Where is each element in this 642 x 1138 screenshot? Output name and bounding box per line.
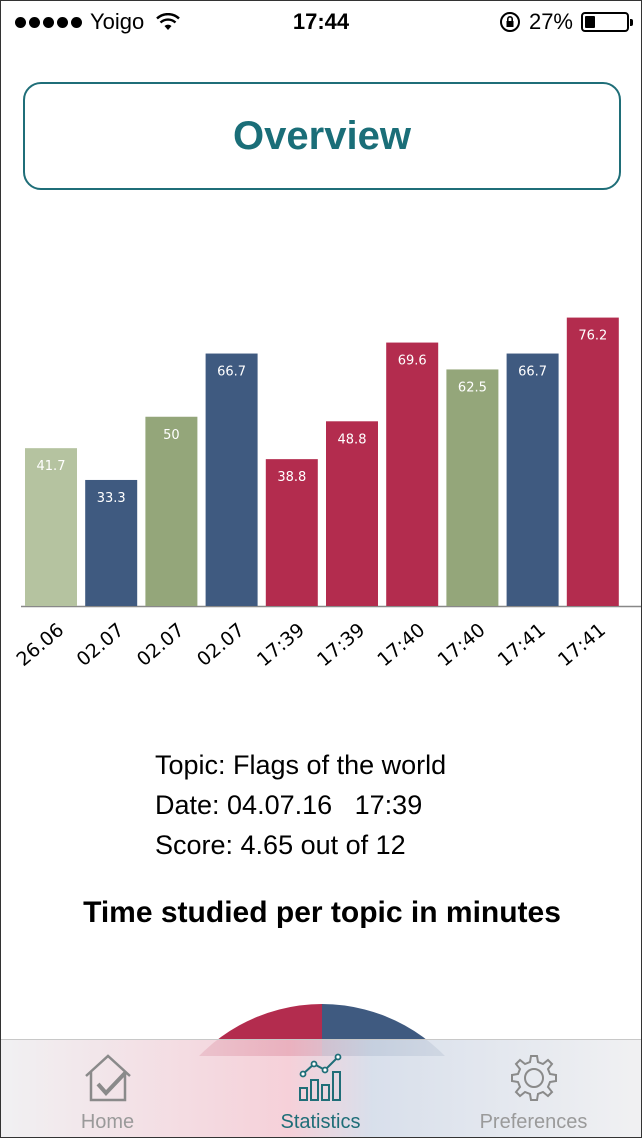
bar-value-label-9: 66.7	[518, 365, 547, 380]
scores-bar-chart: 41.7 26.06 33.3 02.07 50 02.07 66.7 02.07 38.8 17…	[12, 317, 641, 671]
x-tick-label-3: 02.07	[133, 619, 189, 671]
carrier-name: Yoigo	[90, 9, 145, 34]
tab-preferences[interactable]: Preferences	[427, 1040, 640, 1137]
x-tick-label-1: 26.06	[12, 619, 68, 671]
selected-bar-info: Topic: Flags of the world Date: 04.07.16…	[155, 745, 446, 865]
wifi-icon	[156, 13, 181, 30]
tab-home-label: Home	[80, 1111, 135, 1133]
status-right: 27%	[499, 9, 633, 35]
x-tick-label-6: 17:39	[313, 619, 369, 671]
time-chart-title: Time studied per topic in minutes	[83, 896, 561, 929]
status-left: Yoigo	[15, 9, 181, 35]
x-tick-label-7: 17:40	[373, 619, 429, 671]
tab-preferences-label: Preferences	[479, 1111, 588, 1133]
overview-button[interactable]: Overview	[23, 82, 621, 190]
bar-value-label-10: 76.2	[578, 329, 607, 344]
tab-statistics-label: Statistics	[280, 1111, 361, 1133]
info-topic: Topic: Flags of the world	[155, 750, 447, 780]
bar-1[interactable]	[25, 448, 77, 606]
x-tick-label-8: 17:40	[434, 619, 490, 671]
bar-value-label-2: 33.3	[97, 491, 126, 506]
bar-8[interactable]	[446, 369, 499, 606]
statistics-chart-icon	[298, 1053, 341, 1101]
home-check-icon	[84, 1054, 131, 1102]
status-time: 17:44	[292, 9, 350, 34]
status-bar: Yoigo 17:44 27%	[1, 1, 641, 43]
tab-bar: Home Statistics Pre	[1, 1039, 641, 1137]
gear-icon	[510, 1055, 557, 1101]
bar-value-label-8: 62.5	[458, 380, 487, 395]
x-tick-label-2: 02.07	[73, 619, 129, 671]
bar-value-label-4: 66.7	[217, 365, 246, 380]
rotation-lock-icon	[499, 12, 520, 32]
bar-6[interactable]	[326, 421, 378, 606]
bar-value-label-3: 50	[163, 428, 180, 443]
battery-icon	[581, 12, 633, 32]
x-tick-label-10: 17:41	[554, 619, 610, 671]
info-date: Date: 04.07.16 17:39	[155, 790, 423, 820]
bar-10[interactable]	[566, 317, 619, 606]
x-tick-label-4: 02.07	[193, 619, 249, 671]
bar-2[interactable]	[85, 479, 138, 606]
signal-strength-icon	[15, 16, 82, 28]
bar-value-label-1: 41.7	[37, 459, 66, 474]
bar-value-label-7: 69.6	[398, 354, 427, 369]
bar-9[interactable]	[506, 353, 559, 606]
bar-value-label-6: 48.8	[338, 432, 367, 447]
info-score: Score: 4.65 out of 12	[155, 830, 406, 860]
tab-home[interactable]: Home	[1, 1040, 214, 1137]
bar-5[interactable]	[265, 459, 318, 606]
bar-value-label-5: 38.8	[277, 470, 306, 485]
bar-4[interactable]	[205, 353, 258, 606]
x-tick-label-9: 17:41	[494, 619, 550, 671]
tab-statistics[interactable]: Statistics	[214, 1040, 427, 1137]
battery-percent: 27%	[528, 9, 573, 34]
bar-3[interactable]	[145, 416, 198, 606]
bar-7[interactable]	[386, 342, 439, 606]
x-tick-label-5: 17:39	[253, 619, 309, 671]
